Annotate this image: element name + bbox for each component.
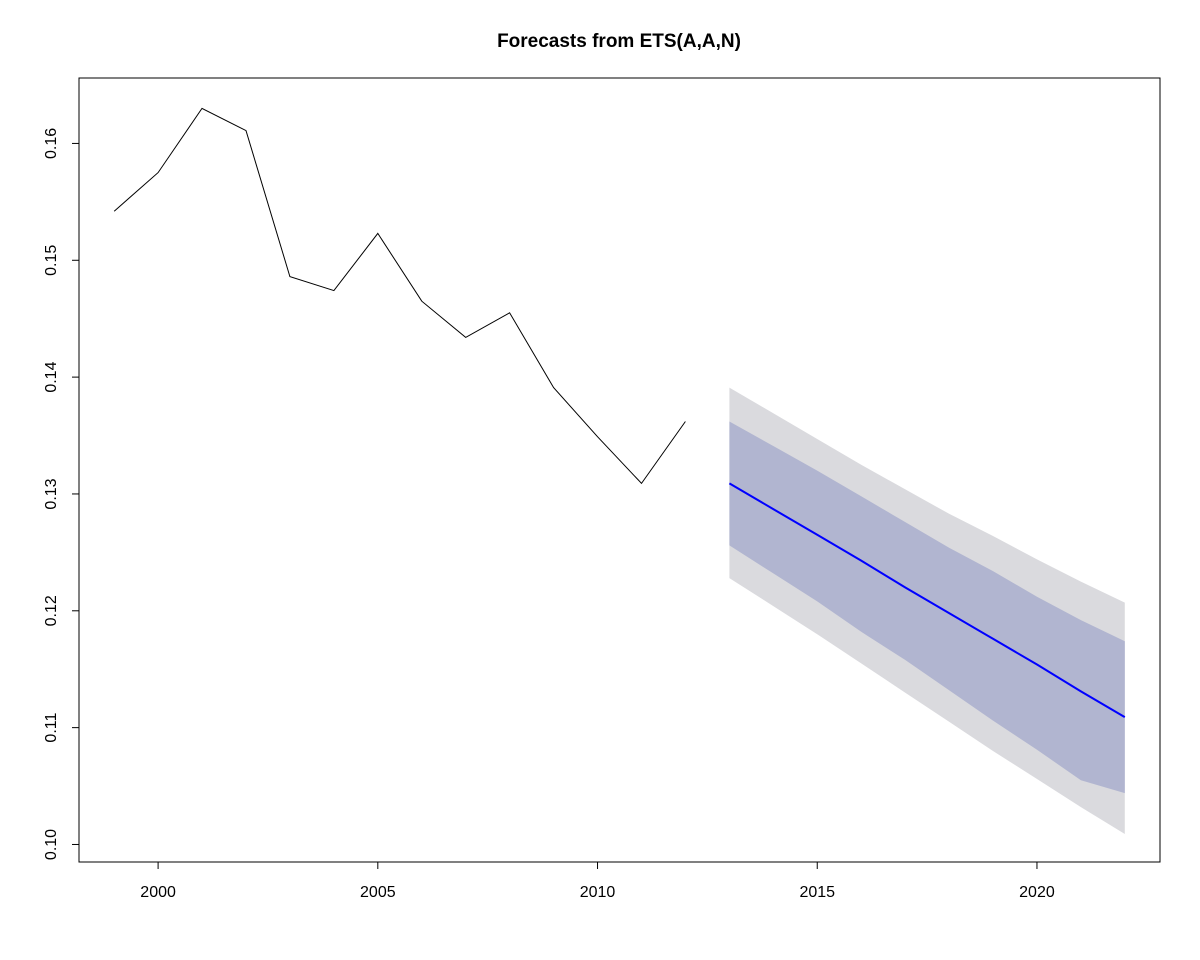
x-tick-label: 2020 — [1019, 884, 1055, 901]
chart-title: Forecasts from ETS(A,A,N) — [497, 31, 741, 52]
y-tick-label: 0.12 — [43, 595, 60, 626]
y-axis: 0.10 0.11 0.12 0.13 0.14 0.15 0.16 — [43, 128, 80, 860]
history-line — [113, 107, 686, 485]
series-lines-layer — [113, 107, 1126, 718]
band-80-layer — [729, 421, 1125, 794]
x-tick-label: 2000 — [140, 884, 176, 901]
x-tick-label: 2015 — [799, 884, 835, 901]
y-tick-label: 0.15 — [43, 245, 60, 276]
x-tick-label: 2010 — [580, 884, 616, 901]
y-tick-label: 0.11 — [43, 713, 60, 743]
y-tick-label: 0.14 — [43, 361, 60, 392]
x-tick-label: 2005 — [360, 884, 396, 901]
x-axis: 2000 2005 2010 2015 2020 — [140, 861, 1055, 901]
band-80 — [729, 421, 1125, 794]
forecast-line — [728, 482, 1126, 718]
y-tick-label: 0.13 — [43, 478, 60, 509]
y-tick-label: 0.16 — [43, 128, 60, 159]
y-tick-label: 0.10 — [43, 829, 60, 860]
